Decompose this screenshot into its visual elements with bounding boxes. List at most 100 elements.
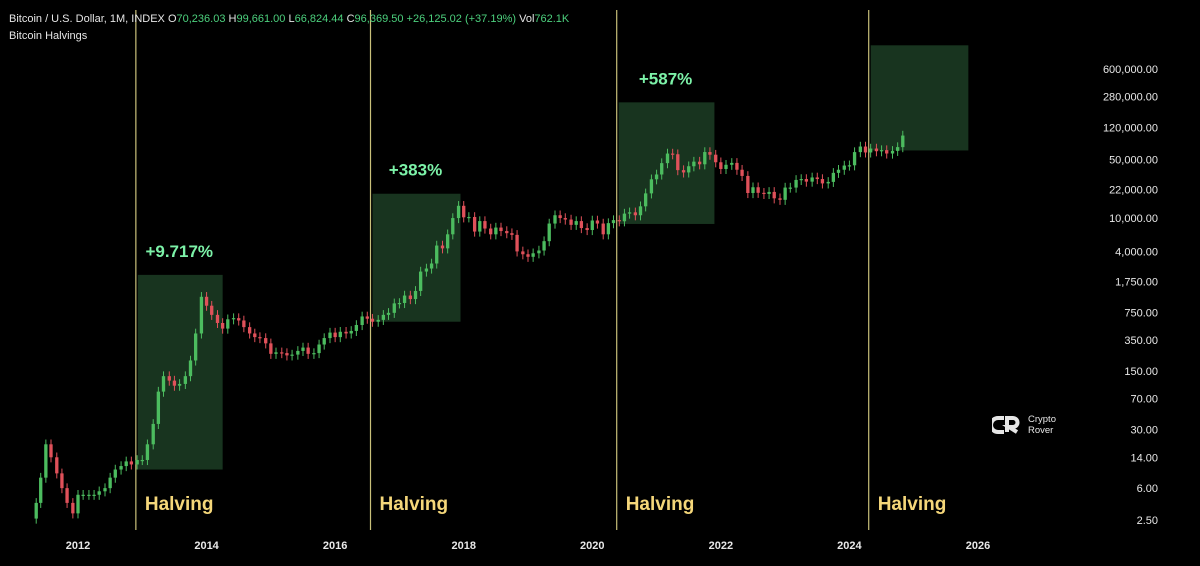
candle-body [199, 296, 204, 334]
candle-body [670, 153, 675, 155]
low-value: 66,824.44 [294, 13, 344, 25]
candle-body [687, 166, 691, 173]
candle-body [574, 221, 578, 225]
y-axis-ticks: 600,000.00 280,000.00 120,000.00 50,000.00 2… [1103, 64, 1158, 527]
y-tick-label: 70.00 [1130, 394, 1158, 406]
halving-labels: Halving Halving Halving Halving [145, 494, 946, 515]
candle-body [156, 391, 161, 424]
high-value: 99,661.00 [236, 13, 286, 25]
candle-body [719, 162, 723, 169]
candle-body [627, 212, 632, 214]
y-tick-label: 120,000.00 [1103, 123, 1158, 135]
candle-body [494, 227, 498, 235]
halving-label: Halving [878, 494, 947, 515]
candle-body [783, 187, 787, 200]
candle-body [381, 314, 386, 320]
candle-body [751, 187, 755, 194]
y-tick-label: 14.00 [1130, 452, 1158, 464]
candle-body [595, 220, 600, 224]
candle-body [285, 353, 289, 356]
candle-body [204, 296, 209, 306]
change-value: +26,125.02 (+37.19%) [406, 13, 517, 25]
y-tick-label: 280,000.00 [1103, 92, 1158, 104]
y-tick-label: 10,000.00 [1109, 213, 1158, 225]
candle-body [767, 191, 771, 194]
candle-body [408, 295, 413, 300]
candle-body [895, 147, 900, 151]
candle-body [65, 488, 69, 503]
candle-body [505, 231, 509, 234]
candle-body [874, 148, 879, 152]
candle-body [237, 318, 241, 321]
volume-label: Vol [519, 13, 535, 25]
symbol-title[interactable]: Bitcoin / U.S. Dollar, 1M, INDEX [9, 13, 165, 25]
candle-body [87, 494, 91, 496]
candle-body [601, 223, 605, 235]
candle-body [215, 314, 220, 323]
candle-body [451, 218, 455, 235]
y-tick-label: 4,000.00 [1115, 246, 1158, 258]
candle-body [472, 216, 477, 232]
candle-body [569, 219, 573, 225]
candle-body [563, 218, 567, 220]
high-label: H [228, 13, 237, 25]
candle-body [338, 331, 342, 338]
open-value: 70,236.03 [176, 13, 226, 25]
candle-body [617, 220, 621, 222]
candle-body [39, 477, 43, 503]
candle-body [879, 150, 884, 152]
candle-body [129, 461, 134, 465]
candle-body [81, 494, 85, 496]
candle-body [531, 253, 535, 257]
candle-body [730, 162, 734, 165]
candle-body [788, 187, 792, 189]
candle-body [794, 179, 798, 188]
candle-body [135, 459, 139, 465]
candle-body [301, 347, 305, 351]
candle-body [296, 350, 300, 355]
candle-body [810, 177, 814, 182]
candle-body [692, 161, 696, 167]
candle-body [145, 444, 150, 460]
candle-body [499, 227, 503, 232]
candle-body [317, 344, 321, 354]
candle-body [703, 152, 707, 165]
halving-lines [135, 10, 870, 530]
candle-body [344, 331, 348, 334]
candle-body [328, 332, 332, 339]
candle-body [489, 228, 493, 235]
x-axis-ticks: 2012 2014 2016 2018 2020 2022 2024 2026 [66, 540, 990, 552]
candle-body [868, 148, 873, 153]
candle-body [746, 175, 750, 194]
candle-body [526, 254, 530, 257]
candle-body [290, 354, 294, 356]
x-tick-label: 2026 [966, 540, 990, 552]
x-tick-label: 2012 [66, 540, 90, 552]
candle-body [649, 179, 654, 194]
candle-body [622, 213, 627, 222]
candle-body [858, 146, 863, 153]
candle-body [654, 174, 659, 180]
candle-body [440, 245, 445, 249]
candle-body [778, 198, 782, 200]
candle-body [633, 212, 638, 216]
candle-body [193, 333, 198, 361]
candle-body [772, 191, 776, 199]
candle-body [510, 233, 514, 235]
gain-labels: +9.717% +383% +587% [145, 69, 692, 261]
candle-body [762, 192, 766, 195]
y-tick-label: 1,750.00 [1115, 277, 1158, 289]
candle-body [676, 154, 680, 171]
candle-body [863, 146, 868, 153]
logo-line-1: Crypto [1028, 414, 1056, 425]
candle-body [804, 179, 809, 182]
gain-label: +383% [389, 161, 442, 180]
indicator-name[interactable]: Bitcoin Halvings [9, 30, 88, 42]
candle-body [547, 223, 551, 242]
halving-gain-boxes [137, 45, 969, 470]
candle-body [151, 423, 155, 445]
candle-body [681, 170, 686, 173]
halving-label: Halving [626, 494, 695, 515]
candle-body [97, 491, 101, 495]
candle-body [611, 220, 616, 224]
